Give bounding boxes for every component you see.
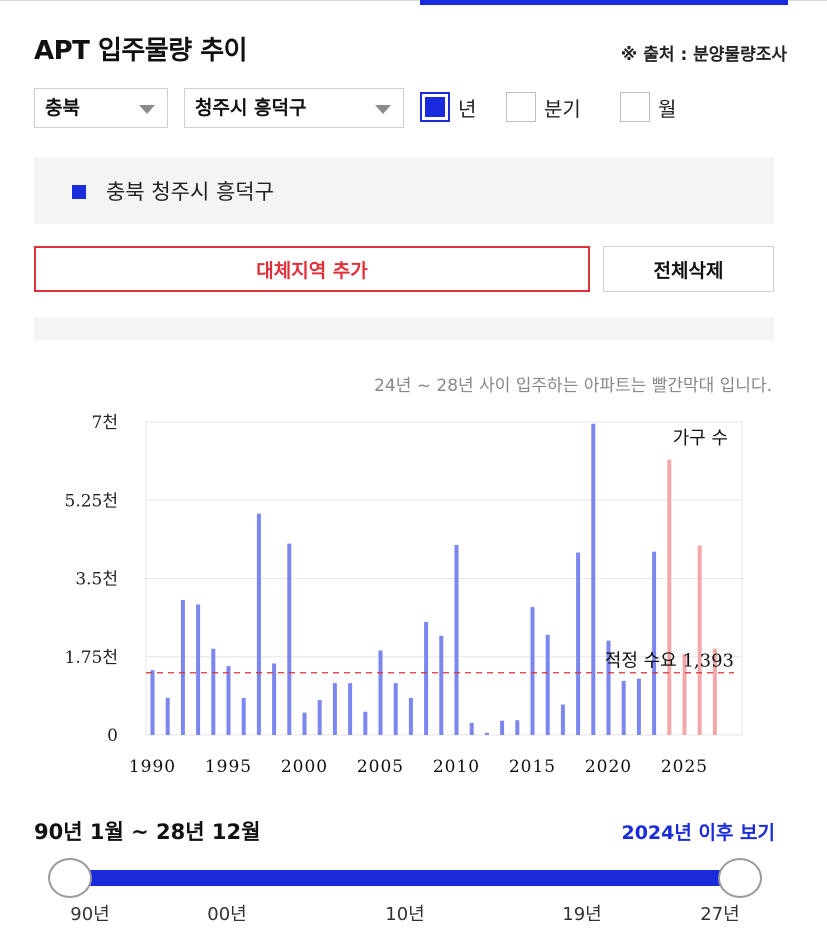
bar: [332, 683, 337, 735]
divider-band: [34, 318, 774, 340]
delete-all-button[interactable]: 전체삭제: [603, 246, 774, 292]
bar: [591, 423, 596, 735]
bar: [150, 670, 155, 735]
bar: [196, 604, 201, 735]
bar: [682, 654, 687, 735]
bar: [500, 720, 505, 735]
bar: [560, 704, 565, 735]
period-year-option[interactable]: 년: [420, 92, 476, 122]
bar: [211, 648, 216, 735]
chevron-down-icon: [139, 105, 155, 114]
bar: [697, 545, 702, 735]
slider-tick-label: 90년: [70, 904, 110, 925]
chart-note: 24년 ~ 28년 사이 입주하는 아파트는 빨간막대 입니다.: [374, 376, 772, 396]
bar: [621, 680, 626, 735]
period-month-option[interactable]: 월: [620, 92, 676, 122]
bar: [378, 650, 383, 735]
x-tick-label: 1990: [129, 757, 176, 777]
bar: [515, 720, 520, 735]
slider-tick-label: 10년: [385, 904, 425, 925]
y-tick-label: 1.75천: [65, 648, 119, 668]
after-2024-link[interactable]: 2024년 이후 보기: [621, 822, 775, 844]
y-tick-label: 3.5천: [75, 570, 118, 590]
bar: [165, 697, 170, 735]
page-title: APT 입주물량 추이: [34, 36, 248, 66]
legend-region-label: 충북 청주시 흥덕구: [106, 180, 274, 204]
bar: [606, 640, 611, 735]
bar: [576, 552, 581, 735]
bar: [424, 621, 429, 735]
range-slider-start-handle[interactable]: [48, 858, 92, 898]
year-label: 년: [458, 96, 477, 121]
add-region-button[interactable]: 대체지역 추가: [34, 246, 590, 292]
bar: [241, 697, 246, 735]
unit-label: 가구 수: [673, 428, 728, 449]
bar: [545, 634, 550, 735]
bar: [636, 678, 641, 735]
x-tick-label: 2005: [357, 757, 404, 777]
region-legend: 충북 청주시 흥덕구: [34, 158, 774, 224]
x-tick-label: 2020: [585, 757, 632, 777]
bar: [393, 683, 398, 735]
quarter-label: 분기: [544, 96, 581, 121]
bar: [348, 683, 353, 735]
quarter-checkbox[interactable]: [506, 92, 536, 122]
reference-line-label: 적정 수요 1,393: [605, 651, 734, 672]
bar: [226, 666, 231, 735]
y-tick-label: 0: [107, 726, 118, 746]
x-tick-label: 2000: [281, 757, 328, 777]
bar: [652, 551, 657, 735]
bar: [439, 635, 444, 735]
slider-tick-label: 27년: [700, 904, 740, 925]
slider-tick-label: 00년: [207, 904, 247, 925]
period-range-label: 90년 1월 ~ 28년 12월: [34, 820, 261, 844]
x-tick-label: 1995: [205, 757, 252, 777]
x-tick-label: 2015: [509, 757, 556, 777]
slider-tick-label: 19년: [562, 904, 602, 925]
top-divider: [0, 0, 827, 1]
y-tick-label: 5.25천: [65, 491, 119, 511]
x-tick-label: 2010: [433, 757, 480, 777]
month-label: 월: [658, 96, 677, 121]
bar: [408, 697, 413, 735]
bar: [256, 513, 261, 735]
bar: [272, 663, 277, 735]
chevron-down-icon: [375, 105, 391, 114]
x-tick-label: 2025: [661, 757, 708, 777]
y-tick-label: 7천: [92, 413, 118, 433]
bar: [484, 732, 489, 735]
city-select[interactable]: 청주시 흥덕구: [184, 88, 404, 128]
bar: [302, 712, 307, 735]
province-select-value: 충북: [45, 97, 80, 119]
bar: [667, 459, 672, 735]
bar: [180, 599, 185, 735]
range-slider-track[interactable]: [72, 870, 740, 886]
city-select-value: 청주시 흥덕구: [195, 97, 307, 119]
bar: [287, 543, 292, 735]
bar: [712, 648, 717, 735]
data-source: ※ 출처 : 분양물량조사: [620, 45, 787, 65]
range-slider-end-handle[interactable]: [718, 858, 762, 898]
period-quarter-option[interactable]: 분기: [506, 92, 581, 122]
province-select[interactable]: 충북: [34, 88, 168, 128]
bar: [469, 722, 474, 735]
month-checkbox[interactable]: [620, 92, 650, 122]
year-checkbox[interactable]: [420, 92, 450, 122]
bar: [317, 700, 322, 735]
bar: [530, 607, 535, 735]
bar: [363, 711, 368, 735]
bar: [454, 544, 459, 735]
legend-color-swatch: [72, 185, 86, 199]
active-tab-indicator: [420, 0, 788, 5]
